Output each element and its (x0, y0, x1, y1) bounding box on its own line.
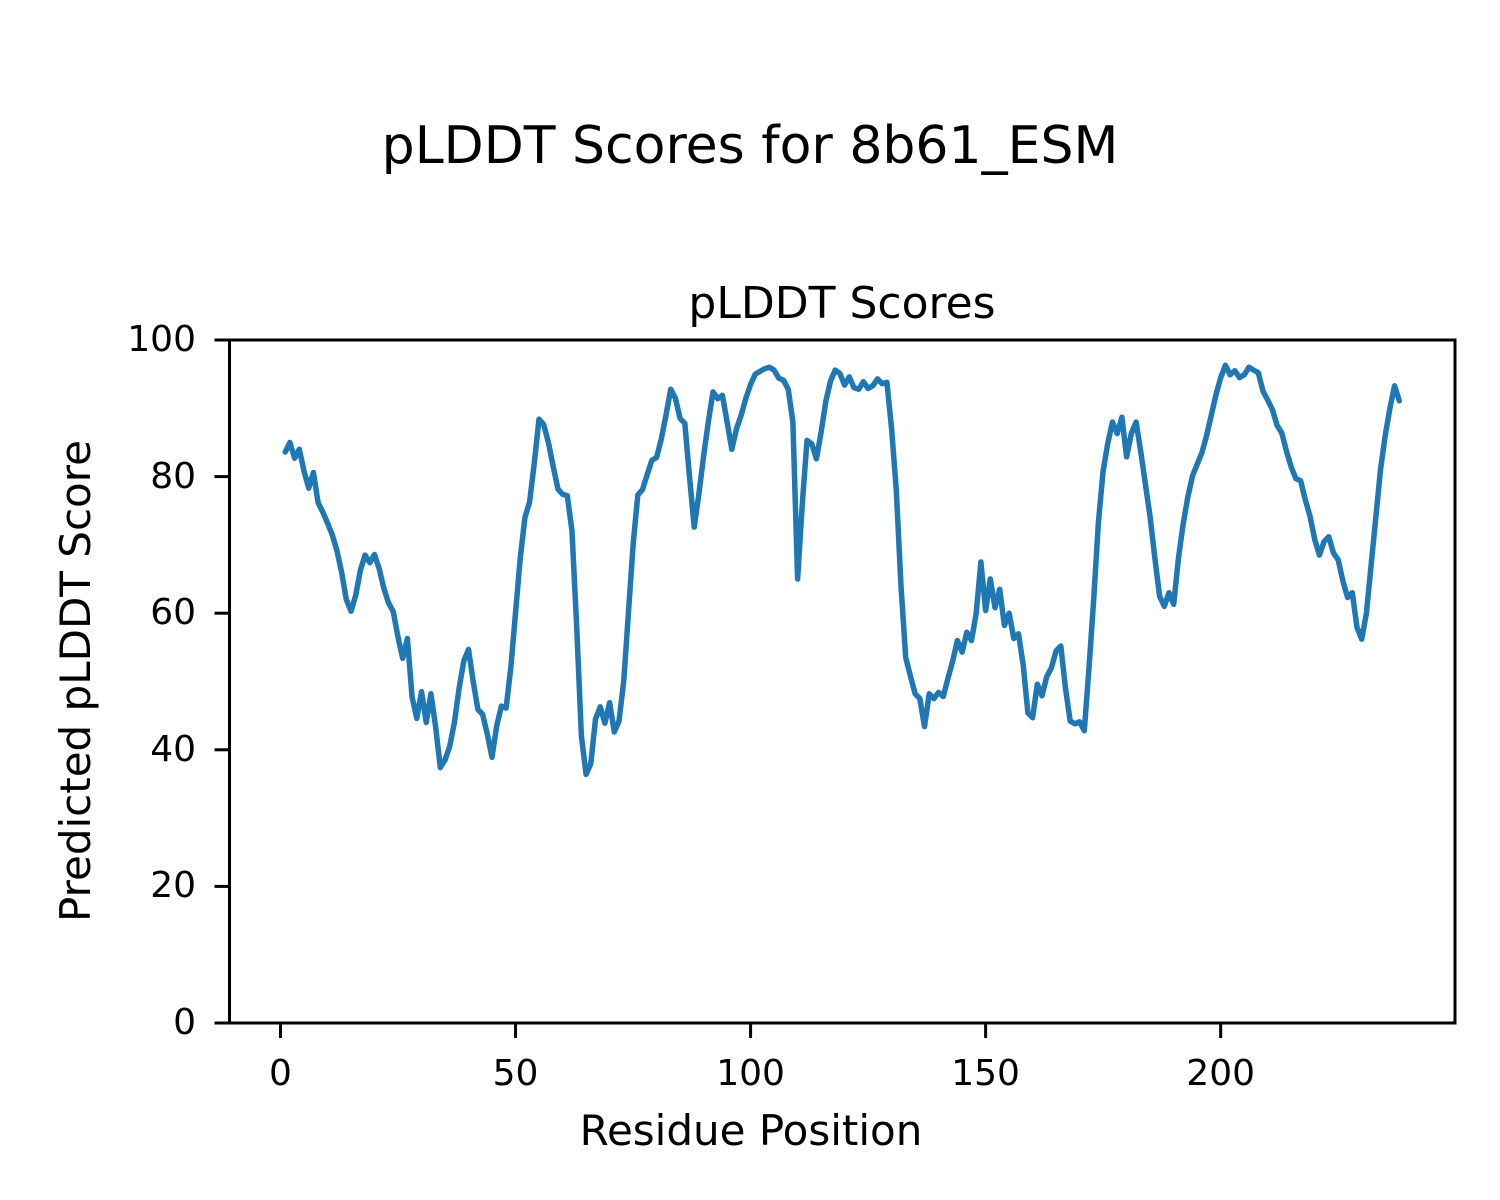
tick-marks (214, 338, 1223, 1038)
y-tick-label: 20 (150, 865, 196, 907)
plddt-line (282, 362, 1403, 778)
axes-title: pLDDT Scores (688, 278, 996, 329)
plot-border (228, 338, 1457, 1025)
x-tick-label: 100 (716, 1053, 785, 1094)
y-tick-label: 60 (150, 592, 196, 634)
y-tick-label: 0 (173, 1002, 196, 1043)
x-tick-label: 150 (951, 1053, 1020, 1094)
y-tick-label: 100 (127, 319, 196, 360)
x-tick-label: 200 (1186, 1053, 1256, 1094)
y-axis-label: Predicted pLDDT Score (51, 440, 100, 922)
x-tick-label: 0 (269, 1053, 292, 1094)
x-axis-label: Residue Position (579, 1106, 923, 1155)
y-tick-label: 80 (150, 455, 196, 497)
y-tick-label: 40 (150, 728, 196, 770)
x-tick-label: 50 (492, 1053, 539, 1094)
figure-title: pLDDT Scores for 8b61_ESM (381, 116, 1119, 176)
